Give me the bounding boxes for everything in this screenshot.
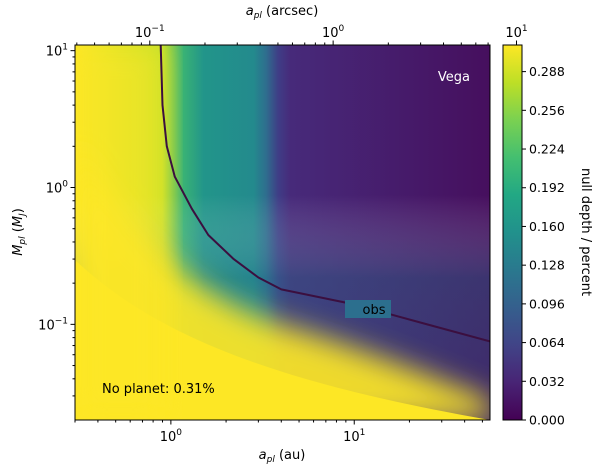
colorbar-tick-label: 0.128 <box>529 258 565 273</box>
colorbar-tick-label: 0.064 <box>529 335 565 350</box>
colorbar-tick-label: 0.288 <box>529 64 565 79</box>
colorbar-tick-label: 0.256 <box>529 103 565 118</box>
x-tick-label: 100 <box>160 428 183 445</box>
colorbar-tick-label: 0.224 <box>529 142 565 157</box>
y-tick-label: 10−1 <box>38 316 68 333</box>
x-top-tick-label: 10−1 <box>135 24 165 41</box>
colorbar-ticks: 0.000 0.032 0.064 0.096 0.128 0.160 0.192 0.224… <box>522 64 565 428</box>
x-axis-label: apl (au) <box>259 448 306 465</box>
colorbar-tick-label: 0.192 <box>529 180 565 195</box>
x-top-tick-label: 101 <box>505 24 527 41</box>
contour-label: obs <box>363 303 386 318</box>
x-axis-top-ticks: 10−1 100 101 <box>76 24 528 45</box>
colorbar-tick-label: 0.000 <box>529 413 565 428</box>
colorbar <box>502 44 523 421</box>
colorbar-tick-label: 0.096 <box>529 296 565 311</box>
target-star-label: Vega <box>438 70 470 85</box>
no-planet-label: No planet: 0.31% <box>102 382 215 397</box>
x-tick-label: 101 <box>343 428 365 445</box>
plot-frame <box>74 44 491 421</box>
colorbar-tick-label: 0.160 <box>529 219 565 234</box>
y-tick-label: 101 <box>46 43 68 60</box>
y-tick-label: 100 <box>46 180 69 197</box>
colorbar-tick-label: 0.032 <box>529 374 565 389</box>
x-top-tick-label: 100 <box>322 24 345 41</box>
colorbar-label: null depth / percent <box>578 168 593 296</box>
y-axis-label: Mpl (MJ) <box>11 208 28 256</box>
heatmap <box>75 45 490 420</box>
contour-label-gap <box>345 300 391 318</box>
x-axis-top-label: apl (arcsec) <box>246 4 319 21</box>
y-axis-ticks: 10−1 100 101 <box>38 43 75 397</box>
x-axis-bottom-ticks: 100 101 <box>74 420 483 445</box>
